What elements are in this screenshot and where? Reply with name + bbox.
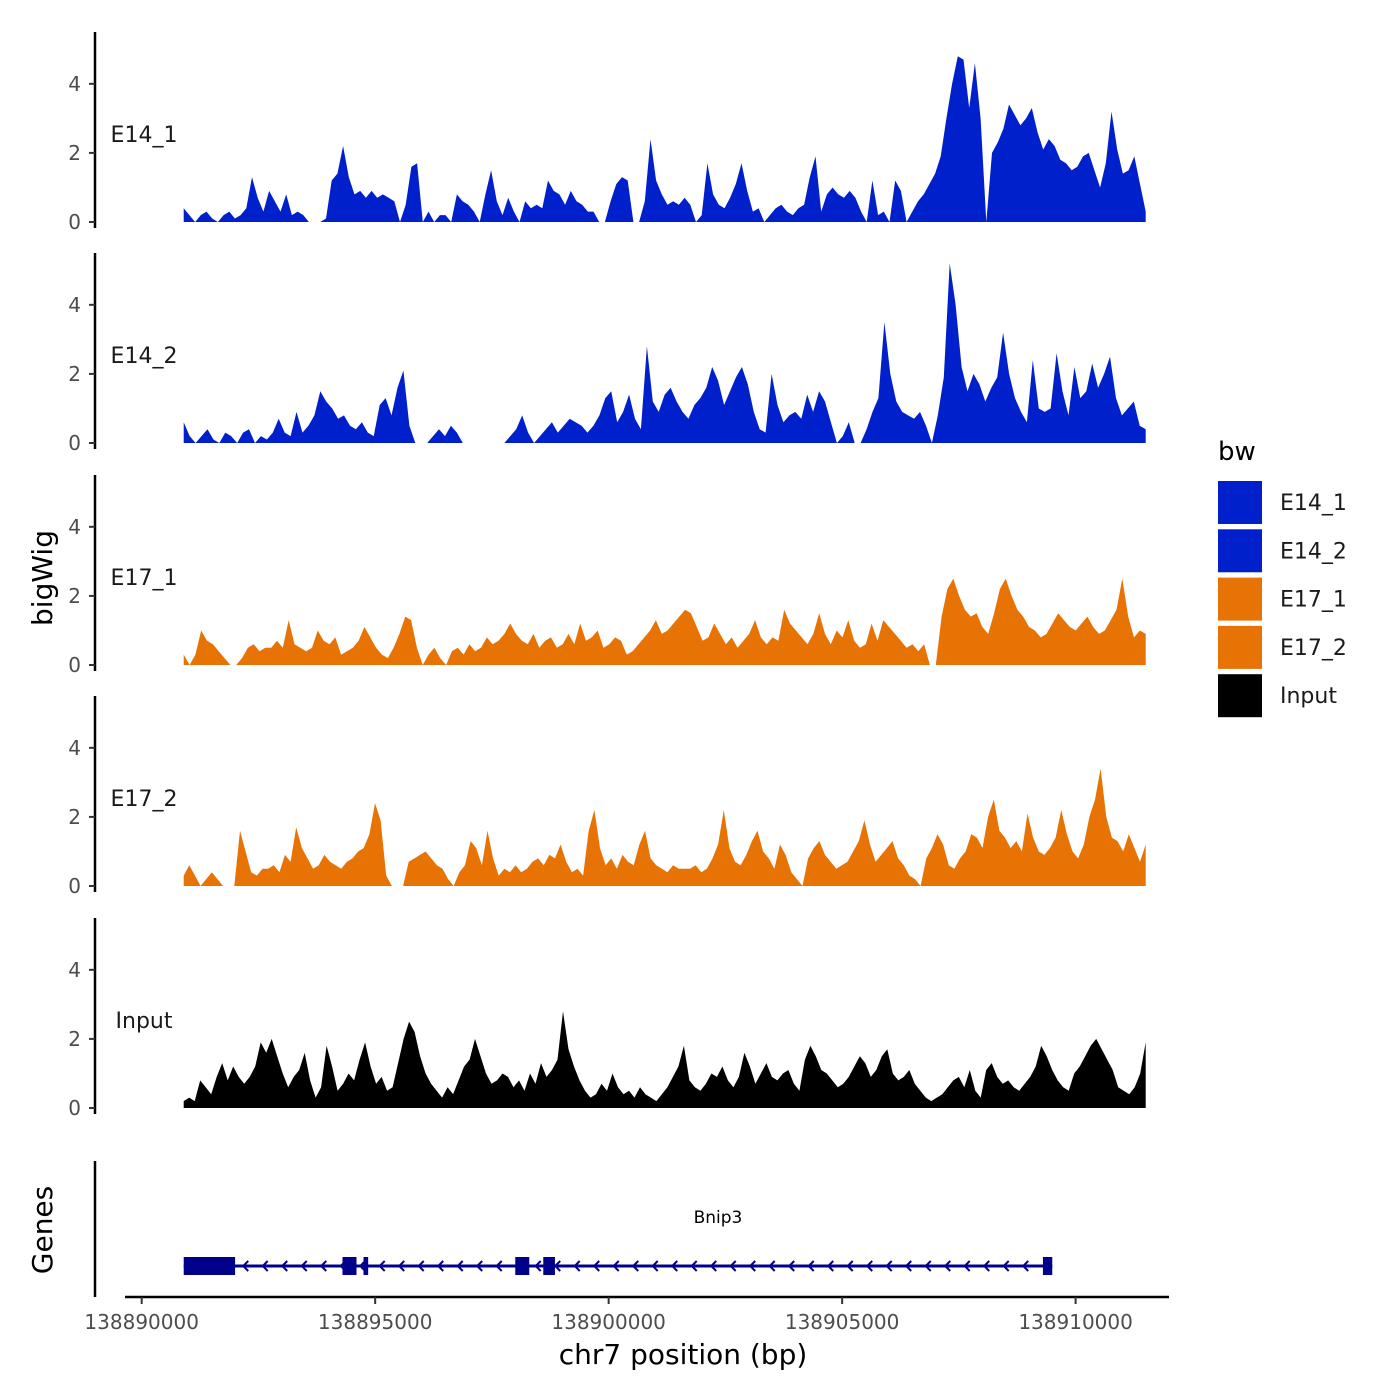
strand-arrow (787, 1260, 795, 1272)
signal-area-e17-1 (183, 578, 1146, 665)
x-tick-label: 138905000 (785, 1310, 900, 1334)
signal-area-e14-2 (183, 263, 1146, 443)
strand-arrow (963, 1260, 971, 1272)
strand-arrow (495, 1260, 503, 1272)
track-e17-2: 0 2 4 E17_2 (68, 696, 1146, 898)
strand-arrow (631, 1260, 639, 1272)
legend-label: Input (1280, 684, 1337, 709)
y-tick-label: 0 (68, 653, 81, 677)
track-e14-1: 0 2 4 E14_1 (68, 32, 1146, 234)
strand-arrow (553, 1260, 561, 1272)
legend-swatch (1218, 529, 1262, 573)
signal-area-e17-2 (183, 768, 1146, 886)
gene-exon (1042, 1257, 1053, 1275)
y-tick-label: 0 (68, 1096, 81, 1120)
strand-arrow (943, 1260, 951, 1272)
y-tick-label: 2 (68, 1027, 81, 1051)
legend-swatch (1218, 577, 1262, 621)
strand-arrow (904, 1260, 912, 1272)
legend-swatch (1218, 674, 1262, 718)
genes-panel: Bnip3 (93, 1161, 1053, 1297)
strand-arrow (982, 1260, 990, 1272)
y-tick-label: 2 (68, 805, 81, 829)
strand-arrow (592, 1260, 600, 1272)
track-e17-1: 0 2 4 E17_1 (68, 475, 1146, 677)
strand-arrow (612, 1260, 620, 1272)
gene-exon (543, 1257, 555, 1275)
strand-arrow (690, 1260, 698, 1272)
x-axis: 138890000 138895000 138900000 138905000 1389… (84, 1295, 1169, 1334)
strand-arrow (651, 1260, 659, 1272)
genes-axis-title: Genes (26, 1186, 59, 1274)
legend-label: E17_2 (1280, 636, 1347, 661)
strand-arrow (748, 1260, 756, 1272)
strand-arrow (1002, 1260, 1010, 1272)
strand-arrow (300, 1260, 308, 1272)
y-tick-label: 0 (68, 210, 81, 234)
legend-title: bw (1218, 437, 1256, 467)
signal-area-input (183, 1011, 1146, 1108)
track-label: E17_1 (111, 566, 178, 591)
strand-arrow (768, 1260, 776, 1272)
strand-arrow (924, 1260, 932, 1272)
strand-arrow (885, 1260, 893, 1272)
y-tick-label: 2 (68, 141, 81, 165)
track-label: E14_1 (111, 123, 178, 148)
y-tick-label: 0 (68, 431, 81, 455)
strand-arrow (261, 1260, 269, 1272)
y-tick-label: 4 (68, 736, 81, 760)
strand-arrow (709, 1260, 717, 1272)
y-tick-label: 0 (68, 874, 81, 898)
strand-arrow (378, 1260, 386, 1272)
strand-arrow (456, 1260, 464, 1272)
track-input: 0 2 4 Input (68, 918, 1146, 1120)
strand-arrow (319, 1260, 327, 1272)
strand-arrow (436, 1260, 444, 1272)
x-tick-label: 138910000 (1018, 1310, 1133, 1334)
y-tick-label: 2 (68, 584, 81, 608)
bigwig-tracks: 0 2 4 E14_1 0 2 4 E14_2 0 2 4 E17_1 0 2 4 E17_2 0 2 4 Input (68, 32, 1146, 1120)
x-axis-title: chr7 position (bp) (559, 1338, 808, 1371)
gene-exon (515, 1257, 530, 1275)
legend-swatch (1218, 481, 1262, 524)
track-label: E17_2 (111, 787, 178, 812)
legend: bw E14_1 E14_2 E17_1 E17_2 Input (1218, 437, 1347, 718)
x-tick-label: 138895000 (318, 1310, 433, 1334)
strand-arrow (846, 1260, 854, 1272)
y-tick-label: 2 (68, 362, 81, 386)
signal-area-e14-1 (183, 56, 1146, 223)
track-label: E14_2 (111, 344, 178, 369)
track-label: Input (116, 1009, 173, 1034)
track-e14-2: 0 2 4 E14_2 (68, 253, 1146, 455)
strand-arrow (729, 1260, 737, 1272)
strand-arrow (865, 1260, 873, 1272)
strand-arrow (573, 1260, 581, 1272)
y-tick-label: 4 (68, 72, 81, 96)
strand-arrow (397, 1260, 405, 1272)
gene-exon (183, 1257, 236, 1275)
gene-exon (342, 1257, 357, 1275)
strand-arrow (475, 1260, 483, 1272)
strand-arrow (670, 1260, 678, 1272)
strand-arrow (280, 1260, 288, 1272)
legend-label: E14_2 (1280, 539, 1347, 564)
strand-arrow (807, 1260, 815, 1272)
y-axis-title: bigWig (26, 530, 59, 626)
x-tick-label: 138900000 (551, 1310, 666, 1334)
y-tick-label: 4 (68, 515, 81, 539)
y-tick-label: 4 (68, 293, 81, 317)
legend-label: E17_1 (1280, 588, 1347, 613)
strand-arrow (241, 1260, 249, 1272)
x-tick-label: 138890000 (84, 1310, 199, 1334)
strand-arrow (1021, 1260, 1029, 1272)
strand-arrow (826, 1260, 834, 1272)
legend-label: E14_1 (1280, 491, 1347, 516)
strand-arrow (534, 1260, 542, 1272)
gene-label: Bnip3 (694, 1208, 743, 1228)
y-tick-label: 4 (68, 958, 81, 982)
strand-arrow (417, 1260, 425, 1272)
gene-exon (363, 1257, 369, 1275)
legend-swatch (1218, 625, 1262, 669)
